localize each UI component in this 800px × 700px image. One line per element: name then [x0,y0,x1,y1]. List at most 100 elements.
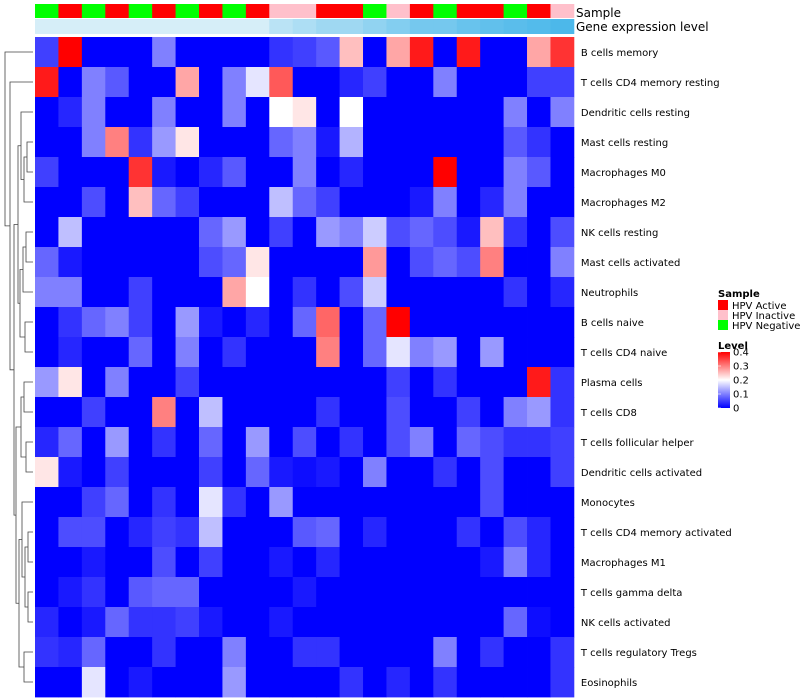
heatmap-cell [245,217,270,248]
row-label: Dendritic cells resting [581,108,690,119]
heatmap-cell [222,37,247,68]
heatmap-cell [292,607,317,638]
heatmap-cell [199,337,223,368]
heatmap-cell [292,487,317,518]
heatmap-cell [292,667,317,698]
heatmap-cell [175,217,200,248]
heatmap-cell [456,187,481,218]
heatmap-cell [269,67,294,98]
heatmap-cell [175,487,200,518]
heatmap-cell [456,217,481,248]
heatmap-cell [386,37,411,68]
heatmap-cell [222,127,247,158]
heatmap-cell [105,517,130,548]
heatmap-cell [339,367,364,398]
heatmap-cell [527,547,551,578]
heatmap-cell [245,277,270,308]
heatmap-cell [245,67,270,98]
heatmap-cell [35,247,59,278]
heatmap-cell [550,277,575,308]
heatmap-cell [245,547,270,578]
heatmap-cell [222,427,247,458]
heatmap-cell [175,337,200,368]
heatmap-cell [152,427,176,458]
heatmap-cell [363,97,387,128]
heatmap-cell [409,577,434,608]
heatmap-cell [35,667,59,698]
dendrogram-branch [25,441,33,473]
heatmap-cell [105,667,130,698]
heatmap-cell [269,337,294,368]
heatmap-cell [339,667,364,698]
heatmap-cell [175,427,200,458]
heatmap-cell [550,217,575,248]
heatmap-cell [58,547,83,578]
heatmap-cell [456,457,481,488]
gene-expression-annotation-cell [58,19,83,34]
heatmap-cell [503,427,528,458]
heatmap-cell [316,547,340,578]
dendrogram-branch [4,51,33,227]
heatmap-cell [175,547,200,578]
heatmap-cell [58,577,83,608]
heatmap-cell [386,577,411,608]
heatmap-cell [339,337,364,368]
heatmap-cell [409,217,434,248]
sample-annotation-cell [269,4,294,18]
gene-expression-annotation-label: Gene expression level [576,20,709,34]
heatmap-cell [339,427,364,458]
gene-expression-annotation-cell [105,19,130,34]
heatmap-cell [152,307,176,338]
heatmap-cell [128,217,153,248]
heatmap-cell [222,487,247,518]
heatmap-cell [222,67,247,98]
heatmap-cell [105,127,130,158]
heatmap-cell [199,547,223,578]
heatmap-cell [58,457,83,488]
row-label: B cells naive [581,318,644,329]
heatmap-cell [480,667,504,698]
heatmap-cell [269,427,294,458]
level-legend-tick-label: 0.4 [733,348,749,359]
heatmap-cell [81,187,106,218]
heatmap-cell [58,337,83,368]
heatmap-cell [363,577,387,608]
row-labels: B cells memory T cells CD4 memory resting… [580,48,732,689]
heatmap-cell [386,217,411,248]
heatmap-cell [128,37,153,68]
heatmap-cell [199,247,223,278]
heatmap-cell [222,457,247,488]
heatmap-cell [363,487,387,518]
heatmap-cell [503,397,528,428]
sample-annotation-cell [409,4,434,18]
heatmap-cell [128,157,153,188]
heatmap-cell [339,37,364,68]
row-label: Mast cells activated [581,258,680,269]
gene-expression-annotation-cell [35,19,59,34]
heatmap-cell [316,487,340,518]
heatmap-cell [363,307,387,338]
heatmap-cell [409,427,434,458]
heatmap-cell [339,97,364,128]
heatmap-cell [433,637,458,668]
heatmap-cell [292,577,317,608]
heatmap-cell [527,667,551,698]
heatmap-cell [433,577,458,608]
sample-annotation-cell [456,4,481,18]
heatmap-cell [222,397,247,428]
heatmap-cell [269,97,294,128]
heatmap-cell [527,337,551,368]
sample-annotation-cell [245,4,270,18]
heatmap-cell [199,427,223,458]
row-label: Macrophages M2 [581,198,666,209]
heatmap-cell [339,157,364,188]
heatmap-cell [81,157,106,188]
dendrogram-branch [15,426,21,604]
heatmap-cell [363,667,387,698]
sample-legend-swatch [718,320,728,330]
heatmap-cell [386,67,411,98]
gene-expression-annotation-cell [409,19,434,34]
heatmap-cell [58,247,83,278]
heatmap-cell [386,397,411,428]
heatmap-cell [550,487,575,518]
